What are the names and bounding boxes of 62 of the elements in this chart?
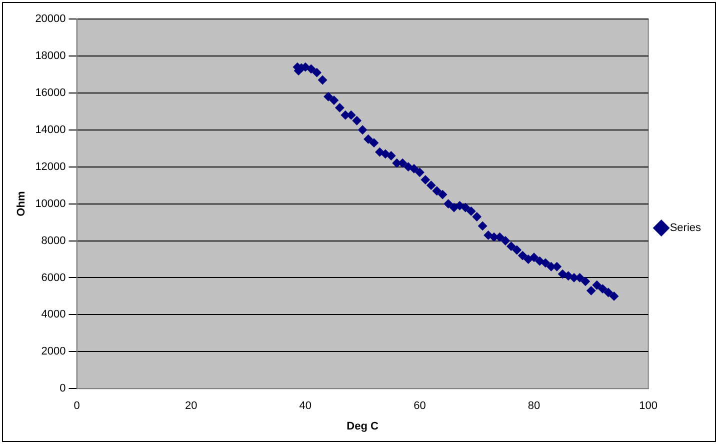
point bbox=[455, 201, 464, 210]
y-tick-label: 8000 bbox=[41, 234, 66, 247]
point bbox=[426, 180, 436, 190]
point bbox=[472, 212, 482, 222]
point bbox=[324, 92, 333, 102]
point bbox=[375, 148, 384, 157]
point bbox=[558, 270, 568, 279]
point bbox=[466, 206, 476, 216]
y-tick-label: 6000 bbox=[41, 272, 66, 284]
point bbox=[335, 103, 344, 112]
point bbox=[358, 125, 368, 134]
point bbox=[369, 138, 378, 148]
point bbox=[450, 202, 458, 212]
point bbox=[415, 168, 424, 177]
point bbox=[306, 64, 316, 74]
legend-label: Series bbox=[670, 222, 702, 234]
point bbox=[364, 134, 373, 144]
point bbox=[592, 280, 602, 290]
point bbox=[512, 246, 522, 254]
y-tick-label: 0 bbox=[60, 382, 66, 395]
point bbox=[460, 202, 470, 212]
point bbox=[586, 286, 596, 296]
point bbox=[604, 288, 613, 298]
point bbox=[478, 221, 488, 230]
x-tick-label: 100 bbox=[639, 400, 658, 412]
point bbox=[540, 258, 550, 268]
point bbox=[500, 236, 510, 246]
x-tick-label: 20 bbox=[184, 400, 198, 412]
point bbox=[312, 68, 322, 78]
point bbox=[318, 75, 328, 84]
x-axis-title: Deg C bbox=[346, 420, 378, 432]
y-tick-label: 18000 bbox=[35, 50, 66, 62]
x-tick-label: 0 bbox=[74, 400, 80, 412]
y-tick-label: 12000 bbox=[35, 160, 66, 173]
point bbox=[438, 190, 448, 200]
y-tick-label: 4000 bbox=[41, 308, 66, 321]
point bbox=[506, 242, 516, 251]
point bbox=[329, 96, 338, 105]
x-tick-label: 80 bbox=[528, 400, 540, 412]
point bbox=[610, 292, 619, 301]
y-tick-label: 2000 bbox=[41, 346, 66, 358]
point bbox=[564, 271, 573, 280]
point bbox=[518, 251, 528, 260]
point bbox=[380, 149, 390, 158]
x-tick-label: 40 bbox=[299, 400, 312, 412]
point bbox=[386, 151, 396, 160]
point bbox=[530, 252, 539, 262]
point bbox=[409, 164, 418, 174]
y-axis-title: Ohm bbox=[16, 191, 28, 216]
point bbox=[484, 230, 493, 240]
y-tick-label: 20000 bbox=[35, 13, 66, 26]
y-tick-label: 14000 bbox=[35, 124, 66, 136]
point bbox=[444, 199, 453, 208]
point bbox=[580, 276, 590, 286]
point bbox=[535, 256, 544, 266]
point bbox=[598, 284, 608, 294]
point bbox=[420, 175, 430, 184]
point bbox=[352, 116, 362, 126]
y-tick-label: 10000 bbox=[35, 198, 66, 210]
point bbox=[432, 186, 442, 196]
y-tick-label: 16000 bbox=[35, 86, 66, 99]
x-tick-label: 60 bbox=[414, 400, 426, 412]
